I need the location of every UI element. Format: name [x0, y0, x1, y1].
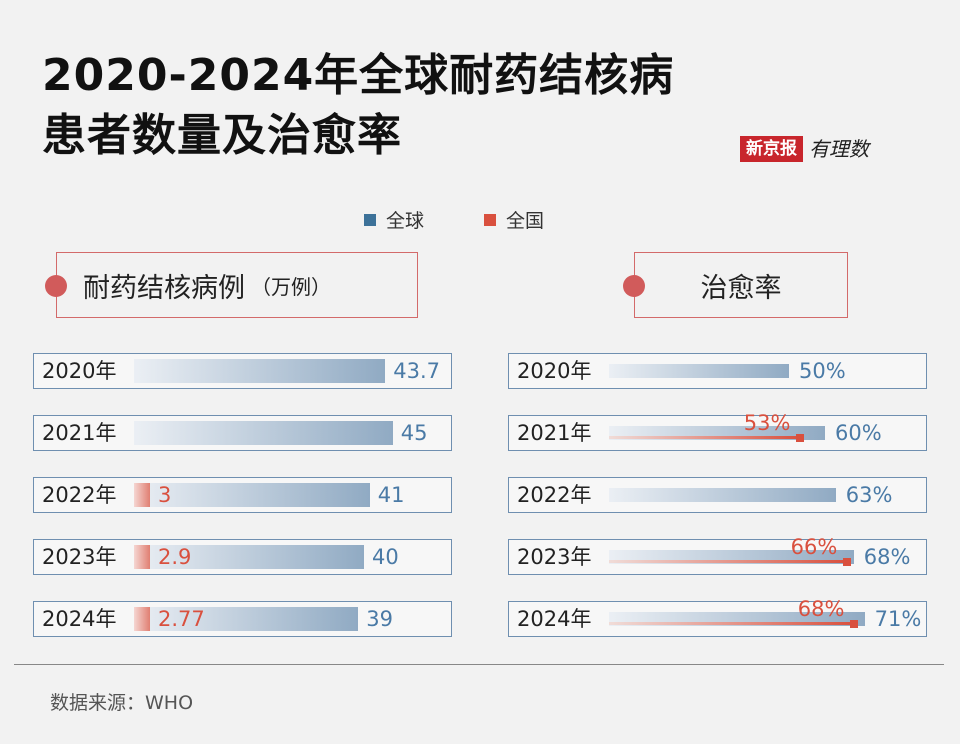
rate-china-bar-end — [849, 620, 858, 628]
rate-row-0: 2020年 50% — [508, 353, 927, 389]
brand-logo: 新京报 有理数 — [740, 136, 869, 162]
cases-global-value: 45 — [400, 421, 428, 445]
cases-global-bar — [134, 607, 359, 631]
cases-global-bar — [134, 359, 386, 383]
rate-global-value: 71% — [874, 607, 922, 631]
rate-china-bar-end — [795, 434, 804, 442]
cases-panel-unit: （万例） — [251, 274, 331, 299]
legend: 全球 全国 — [364, 206, 544, 233]
rate-china-bar — [609, 622, 854, 625]
rate-china-bar — [609, 436, 800, 439]
legend-item-global: 全球 — [364, 206, 424, 233]
cases-row-1: 2021年 45 — [33, 415, 452, 451]
title-line-1: 2020-2024年全球耐药结核病 — [42, 50, 675, 101]
rate-row-2: 2022年 63% — [508, 477, 927, 513]
cases-global-bar — [134, 421, 393, 445]
legend-label-china: 全国 — [506, 210, 545, 232]
rate-china-value: 53% — [743, 411, 791, 435]
cases-panel-title: 耐药结核病例 — [83, 272, 245, 304]
cases-row-4: 2024年 39 2.77 — [33, 601, 452, 637]
rate-global-bar — [609, 488, 836, 502]
rate-china-bar-end — [842, 558, 851, 566]
cases-year-label: 2022年 — [42, 483, 117, 507]
legend-swatch-global — [364, 213, 376, 226]
legend-label-global: 全球 — [386, 210, 425, 232]
rate-panel-title: 治愈率 — [700, 272, 782, 304]
rate-global-value: 60% — [835, 421, 882, 445]
rate-global-value: 63% — [845, 483, 893, 507]
cases-header-dot — [45, 275, 67, 297]
rate-year-label: 2022年 — [517, 483, 592, 507]
rate-year-label: 2023年 — [517, 545, 592, 569]
cases-china-value: 2.9 — [158, 545, 192, 569]
legend-item-china: 全国 — [484, 206, 544, 233]
cases-year-label: 2020年 — [42, 359, 117, 383]
rate-china-value: 66% — [790, 535, 838, 559]
rate-global-value: 50% — [799, 359, 846, 383]
brand-column: 有理数 — [809, 137, 869, 161]
rate-year-label: 2020年 — [517, 359, 592, 383]
rate-panel-header: 治愈率 — [623, 252, 848, 318]
cases-row-0: 2020年 43.7 — [33, 353, 452, 389]
cases-china-value: 2.77 — [158, 607, 205, 631]
legend-swatch-china — [484, 213, 497, 226]
rate-year-label: 2021年 — [517, 421, 592, 445]
rate-row-4: 2024年 71% 68% — [508, 597, 927, 637]
cases-global-value: 43.7 — [393, 359, 441, 383]
cases-year-label: 2024年 — [42, 607, 117, 631]
rate-global-bar — [609, 364, 789, 378]
title-line-2: 患者数量及治愈率 — [42, 110, 402, 161]
cases-global-bar — [134, 545, 364, 569]
cases-global-value: 41 — [377, 483, 405, 507]
brand-name: 新京报 — [740, 136, 803, 162]
rate-china-value: 68% — [797, 597, 845, 621]
cases-china-value: 3 — [158, 483, 172, 507]
footer-divider — [14, 664, 944, 665]
cases-panel-header: 耐药结核病例 （万例） — [45, 252, 418, 318]
cases-year-label: 2021年 — [42, 421, 117, 445]
cases-china-bar — [134, 545, 150, 569]
cases-china-bar — [134, 483, 150, 507]
rate-row-3: 2023年 68% 66% — [508, 535, 927, 575]
chart-title: 2020-2024年全球耐药结核病 患者数量及治愈率 — [42, 46, 674, 166]
rate-row-1: 2021年 60% 53% — [508, 411, 927, 451]
rate-china-bar — [609, 560, 847, 563]
rate-header-dot — [623, 275, 645, 297]
cases-global-value: 39 — [366, 607, 393, 631]
rate-year-label: 2024年 — [517, 607, 592, 631]
data-source: 数据来源：WHO — [50, 692, 194, 714]
cases-global-value: 40 — [372, 545, 399, 569]
cases-global-bar — [134, 483, 370, 507]
cases-year-label: 2023年 — [42, 545, 117, 569]
cases-row-2: 2022年 41 3 — [33, 477, 452, 513]
cases-row-3: 2023年 40 2.9 — [33, 539, 452, 575]
cases-china-bar — [134, 607, 150, 631]
rate-global-value: 68% — [863, 545, 911, 569]
